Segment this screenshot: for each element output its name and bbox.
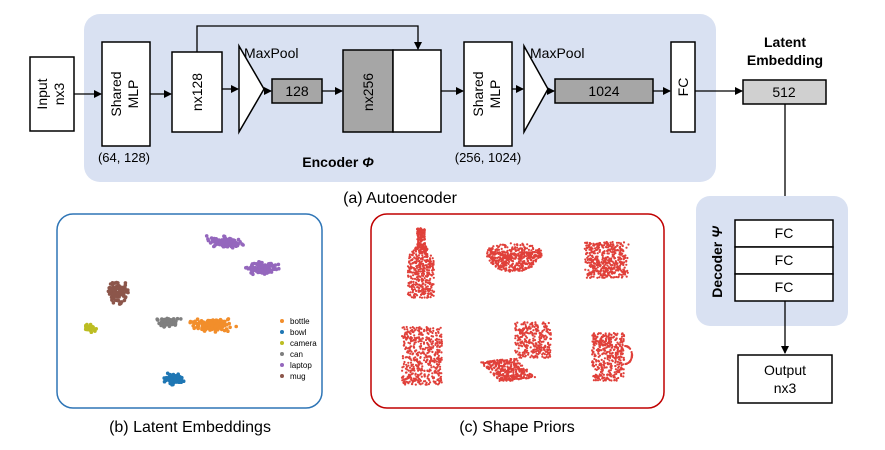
feature-nx128: nx128 xyxy=(171,51,223,133)
svg-text:FC: FC xyxy=(675,78,691,97)
svg-text:FC: FC xyxy=(775,279,794,295)
shared-mlp-1: Shared MLP (64, 128) xyxy=(98,41,151,165)
tsne-legend: bottle bowl camera can laptop mug xyxy=(280,317,317,381)
svg-text:MLP: MLP xyxy=(487,80,503,109)
shape-point-clouds xyxy=(400,227,634,386)
svg-text:Shared: Shared xyxy=(470,71,486,116)
legend-mug: mug xyxy=(290,372,306,381)
shape-priors-panel xyxy=(370,213,665,409)
caption-a: (a) Autoencoder xyxy=(343,190,458,207)
svg-text:nx3: nx3 xyxy=(774,380,797,396)
svg-text:MLP: MLP xyxy=(125,80,141,109)
encoder-title: Encoder Φ xyxy=(302,154,374,170)
input-label-line2: nx3 xyxy=(51,83,67,106)
legend-laptop: laptop xyxy=(290,361,312,370)
concat-nx256: nx256 xyxy=(342,49,442,133)
caption-c: (c) Shape Priors xyxy=(459,419,575,436)
svg-text:512: 512 xyxy=(772,84,796,100)
svg-text:Embedding: Embedding xyxy=(747,52,823,68)
global-feature-1024: 1024 xyxy=(554,78,654,104)
decoder-title: Decoder Ψ xyxy=(709,225,725,298)
shared-mlp-2: Shared MLP (256, 1024) xyxy=(455,41,522,165)
svg-text:Latent: Latent xyxy=(764,34,806,50)
svg-text:MaxPool: MaxPool xyxy=(244,45,298,61)
svg-text:FC: FC xyxy=(775,225,794,241)
svg-text:nx128: nx128 xyxy=(189,73,205,111)
global-feature-128: 128 xyxy=(271,78,323,104)
svg-text:128: 128 xyxy=(285,83,309,99)
svg-text:nx256: nx256 xyxy=(360,73,376,111)
encoder-fc: FC xyxy=(670,41,696,133)
decoder-fc-1: FC xyxy=(734,219,834,248)
legend-can: can xyxy=(290,350,303,359)
input-label-line1: Input xyxy=(34,78,50,109)
latent-embeddings-panel: bottle bowl camera can laptop mug xyxy=(56,213,323,409)
maxpool-2: MaxPool xyxy=(523,43,584,135)
mlp1-params: (64, 128) xyxy=(98,150,150,165)
mlp2-params: (256, 1024) xyxy=(455,150,522,165)
legend-bottle: bottle xyxy=(290,317,310,326)
legend-camera: camera xyxy=(290,339,317,348)
decoder: Decoder Ψ FC FC FC Output nx3 xyxy=(696,196,848,404)
maxpool-1: MaxPool xyxy=(238,43,298,135)
svg-text:1024: 1024 xyxy=(588,83,619,99)
tsne-scatter xyxy=(83,234,281,387)
svg-text:Output: Output xyxy=(764,362,806,378)
decoder-fc-3: FC xyxy=(734,273,834,302)
output-block: Output nx3 xyxy=(737,354,833,404)
svg-text:MaxPool: MaxPool xyxy=(530,45,584,61)
input-block: Input nx3 xyxy=(29,56,75,132)
caption-b: (b) Latent Embeddings xyxy=(109,419,271,436)
svg-text:FC: FC xyxy=(775,252,794,268)
latent-embedding: Latent Embedding 512 xyxy=(742,34,827,105)
decoder-fc-2: FC xyxy=(734,246,834,275)
svg-text:Shared: Shared xyxy=(108,71,124,116)
legend-bowl: bowl xyxy=(290,328,307,337)
